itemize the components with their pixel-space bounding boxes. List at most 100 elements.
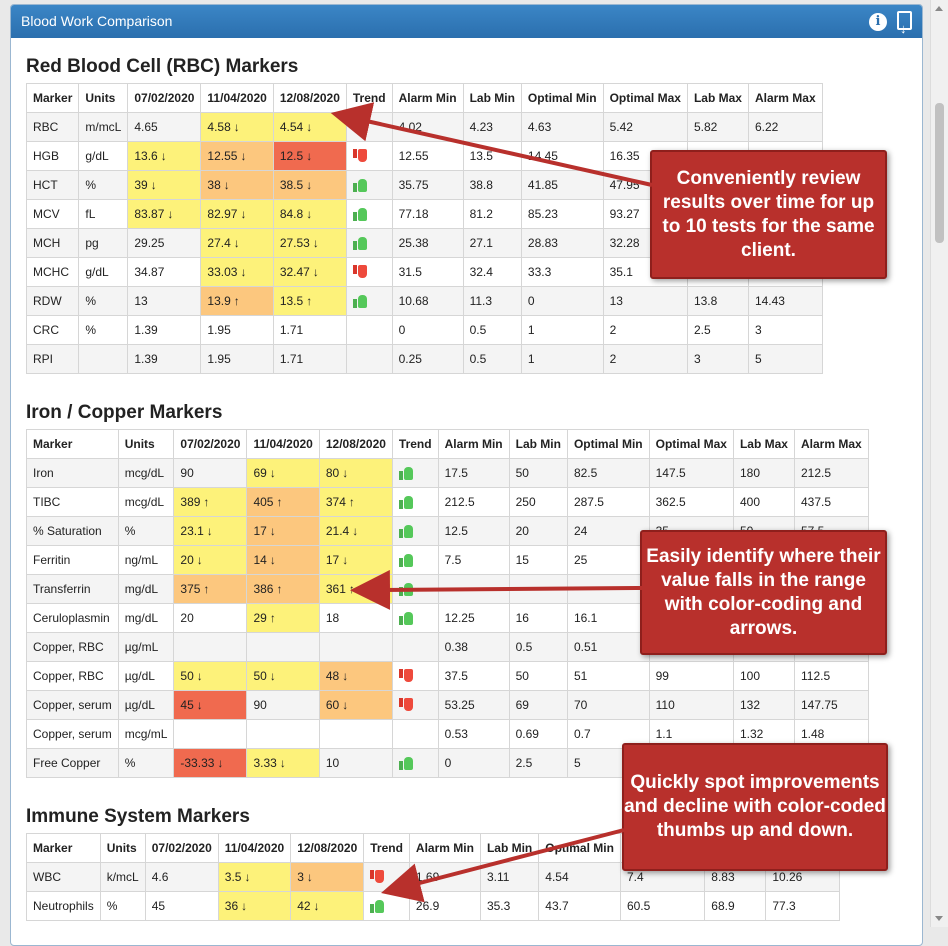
reference-cell-text: 0	[527, 294, 535, 308]
marker-cell: Copper, serum	[26, 690, 119, 720]
value-cell: 3 ↓	[290, 862, 365, 892]
marker-cell-text: Ferritin	[33, 553, 71, 567]
scroll-up-arrow[interactable]	[935, 6, 943, 11]
trend-cell	[391, 545, 439, 575]
column-header: 11/04/2020	[217, 833, 292, 863]
reference-cell: 3	[686, 344, 749, 374]
value-cell: 1.95	[200, 344, 274, 374]
arrow-review	[330, 102, 653, 187]
reference-cell-text: 15	[515, 553, 529, 567]
value-cell-text: 48	[325, 669, 340, 683]
arrow-down-icon: ↓	[223, 178, 230, 192]
value-cell: 38.5 ↓	[272, 170, 347, 200]
arrow-down-icon: ↓	[160, 149, 167, 163]
reference-cell-text: 400	[739, 495, 760, 509]
arrow-down-icon: ↓	[352, 524, 359, 538]
units-cell: g/dL	[78, 257, 129, 287]
value-cell-text: 1.95	[207, 352, 231, 366]
panel-header: Blood Work Comparison i	[11, 5, 922, 45]
reference-cell: 147.5	[648, 458, 734, 488]
reference-cell: 38.8	[462, 170, 522, 200]
value-cell-text: 374	[325, 495, 346, 509]
table-row: Neutrophils% 45 36 ↓ 42 ↓ 26.9 35.3 43.7 60.5 68.9…	[26, 891, 841, 921]
units-cell: mcg/mL	[117, 719, 175, 749]
arrow-down-icon: ↓	[279, 756, 286, 770]
arrow-down-icon: ↓	[313, 899, 320, 913]
reference-cell-text: 32.4	[469, 265, 493, 279]
reference-cell-text: 0.25	[398, 352, 422, 366]
value-cell-text: 90	[180, 466, 194, 480]
reference-cell-text: 50	[515, 669, 529, 683]
arrow-down-icon: ↓	[306, 207, 313, 221]
reference-cell-text: 28.83	[527, 236, 558, 250]
reference-cell-text: 13	[609, 294, 623, 308]
reference-cell-text: 5	[573, 756, 581, 770]
thumbs-up-icon	[398, 611, 413, 626]
marker-cell: HGB	[25, 141, 80, 171]
marker-cell: Neutrophils	[26, 891, 101, 921]
marker-cell: MCHC	[25, 257, 80, 287]
reference-cell: 70	[566, 690, 650, 720]
units-cell-text: mg/dL	[124, 582, 159, 596]
reference-cell-text: 43.7	[545, 899, 569, 913]
marker-cell-text: Iron	[33, 466, 54, 480]
value-cell-text: 38.5	[279, 178, 304, 192]
reference-cell-text: 38.8	[469, 178, 493, 192]
value-cell-text: 23.1	[180, 524, 204, 538]
value-cell	[318, 719, 393, 749]
table-row: Iron mcg/dL 90 69 ↓ 80 ↓ 17.5 50 82.5 147.5 180 212.…	[26, 458, 869, 488]
reference-cell-text: 13.5	[469, 149, 493, 163]
arrow-down-icon: ↓	[196, 698, 203, 712]
reference-cell-text: 8.83	[711, 870, 735, 884]
reference-cell-text: 250	[515, 495, 536, 509]
column-header: Lab Min	[508, 429, 568, 459]
units-cell: g/dL	[78, 141, 129, 171]
reference-cell-text: 11.3	[469, 294, 493, 308]
scroll-thumb[interactable]	[935, 103, 944, 243]
arrow-down-icon: ↓	[269, 669, 276, 683]
info-icon[interactable]: i	[869, 13, 887, 31]
value-cell: 4.6	[144, 862, 219, 892]
value-cell: 27.4 ↓	[200, 228, 274, 258]
value-cell-text: 361	[325, 582, 346, 596]
reference-cell: 12.5	[437, 516, 510, 546]
value-cell	[173, 632, 248, 662]
value-cell: 50 ↓	[246, 661, 320, 691]
marker-cell-text: WBC	[33, 870, 61, 884]
reference-cell-text: 147.75	[800, 698, 838, 712]
reference-cell-text: 5	[754, 352, 762, 366]
reference-cell: 31.5	[391, 257, 464, 287]
reference-cell-text: 12.55	[398, 149, 429, 163]
reference-cell: 60.5	[619, 891, 706, 921]
value-cell-text: 4.6	[151, 870, 169, 884]
marker-cell: MCH	[25, 228, 80, 258]
column-header: Optimal Max	[602, 83, 688, 113]
value-cell: 80 ↓	[318, 458, 393, 488]
reference-cell: 0	[391, 315, 464, 345]
reference-cell: 0.5	[462, 344, 522, 374]
reference-cell: 35.75	[391, 170, 464, 200]
reference-cell-text: 3	[754, 323, 762, 337]
reference-cell: 13.8	[686, 286, 749, 316]
thumbs-down-icon	[398, 698, 413, 712]
value-cell: 33.03 ↓	[200, 257, 274, 287]
value-cell-text: 12.55	[207, 149, 238, 163]
vertical-scrollbar[interactable]	[930, 0, 948, 927]
reference-cell-text: 12.25	[444, 611, 475, 625]
reference-cell: 13	[602, 286, 688, 316]
reference-cell-text: 26.9	[415, 899, 440, 913]
arrow-down-icon: ↓	[196, 553, 203, 567]
download-icon[interactable]	[897, 11, 912, 45]
reference-cell: 4.54	[538, 862, 621, 892]
arrow-down-icon: ↓	[306, 870, 313, 884]
units-cell-text: pg	[85, 236, 99, 250]
reference-cell-text: 82.5	[573, 466, 598, 480]
scroll-down-arrow[interactable]	[935, 916, 943, 921]
units-cell-text: mg/dL	[124, 611, 159, 625]
arrow-down-icon: ↓	[342, 553, 349, 567]
value-cell: 82.97 ↓	[200, 199, 274, 229]
arrow-down-icon: ↓	[206, 524, 213, 538]
reference-cell-text: 20	[515, 524, 529, 538]
column-header: 07/02/2020	[173, 429, 248, 459]
value-cell: 1.71	[272, 344, 347, 374]
